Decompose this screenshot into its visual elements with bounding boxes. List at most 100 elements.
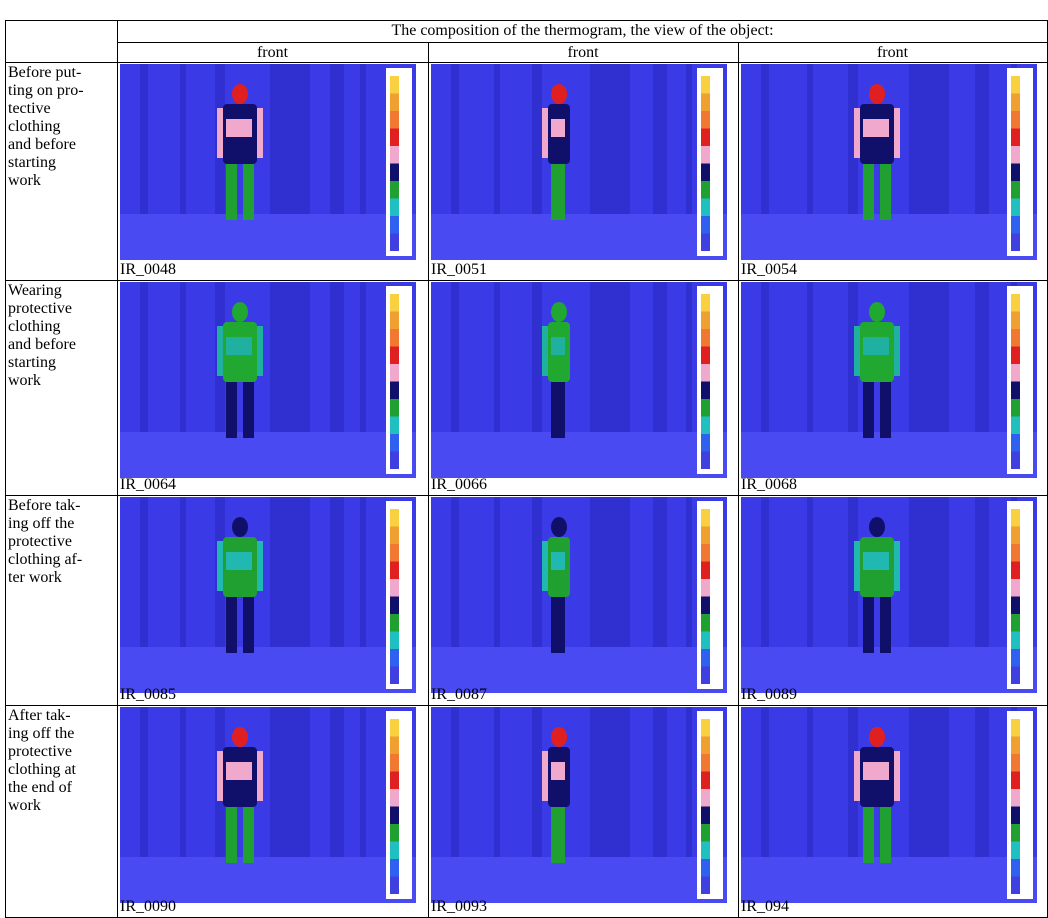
arm <box>894 108 900 158</box>
arm <box>217 108 223 158</box>
scale-swatch <box>1011 561 1020 579</box>
scale-swatch <box>390 649 399 667</box>
thermogram <box>120 497 416 693</box>
scale-swatch <box>1011 198 1020 216</box>
streak <box>270 707 310 857</box>
scale-swatch <box>701 111 710 129</box>
scale-swatch <box>390 399 399 417</box>
streak <box>451 707 459 857</box>
head <box>232 517 248 537</box>
border <box>117 42 1048 43</box>
floor <box>120 214 416 260</box>
row-label-line: and before <box>8 336 76 353</box>
row-label-line: clothing af- <box>8 551 83 568</box>
streak <box>270 64 310 214</box>
scale-swatch <box>701 789 710 807</box>
scale-swatch <box>390 163 399 181</box>
scale-swatch <box>390 198 399 216</box>
scale-swatch <box>1011 451 1020 469</box>
streak <box>270 282 310 432</box>
torso-patch <box>551 119 565 137</box>
leg <box>243 164 254 220</box>
streak <box>590 282 630 432</box>
head <box>551 517 567 537</box>
scale-swatch <box>390 719 399 737</box>
arm <box>542 326 548 376</box>
view-label: front <box>876 44 909 61</box>
streak <box>140 282 148 432</box>
scale-swatch <box>1011 233 1020 251</box>
row-label-line: tective <box>8 100 51 117</box>
border <box>5 20 6 918</box>
torso-patch <box>863 337 889 355</box>
head <box>869 517 885 537</box>
streak <box>761 497 769 647</box>
scale-swatch <box>1011 631 1020 649</box>
streak <box>140 497 148 647</box>
leg <box>243 807 254 863</box>
streak <box>653 707 667 857</box>
scale-swatch <box>390 233 399 251</box>
streak <box>807 497 813 647</box>
streak <box>686 64 692 214</box>
arm <box>257 541 263 591</box>
thermogram <box>120 282 416 478</box>
arm <box>217 751 223 801</box>
streak <box>451 64 459 214</box>
scale-swatch <box>1011 181 1020 199</box>
scale-swatch <box>1011 216 1020 234</box>
leg <box>226 807 237 863</box>
scale-swatch <box>390 364 399 382</box>
thermogram <box>431 64 727 260</box>
row-label-line: Before put- <box>8 64 82 81</box>
head <box>869 727 885 747</box>
streak <box>330 282 344 432</box>
leg <box>226 597 237 653</box>
scale-swatch <box>390 128 399 146</box>
scale-swatch <box>1011 771 1020 789</box>
row-label-line: clothing <box>8 318 61 335</box>
torso-patch <box>863 552 889 570</box>
thermogram <box>431 497 727 693</box>
row-label-line: work <box>8 372 41 389</box>
scale-swatch <box>701 806 710 824</box>
scale-swatch <box>1011 128 1020 146</box>
streak <box>653 497 667 647</box>
thermogram <box>120 707 416 903</box>
arm <box>257 751 263 801</box>
torso-patch <box>551 337 565 355</box>
floor <box>431 647 727 693</box>
scale-swatch <box>390 294 399 312</box>
streak <box>360 64 366 214</box>
scale-swatch <box>390 859 399 877</box>
streak <box>848 64 858 214</box>
torso-patch <box>226 552 252 570</box>
scale-swatch <box>1011 93 1020 111</box>
torso-patch <box>226 119 252 137</box>
border <box>117 20 118 918</box>
arm <box>257 326 263 376</box>
row-label-line: Before tak- <box>8 497 81 514</box>
scale-swatch <box>701 666 710 684</box>
streak <box>653 282 667 432</box>
torso-patch <box>226 337 252 355</box>
leg <box>863 597 874 653</box>
image-id: IR_0048 <box>120 261 176 278</box>
row-label-line: ter work <box>8 569 62 586</box>
scale-swatch <box>390 876 399 894</box>
streak <box>590 707 630 857</box>
scale-swatch <box>701 346 710 364</box>
arm <box>894 326 900 376</box>
streak <box>807 707 813 857</box>
streak <box>360 282 366 432</box>
scale-swatch <box>390 596 399 614</box>
scale-swatch <box>701 526 710 544</box>
streak <box>975 282 989 432</box>
scale-swatch <box>1011 146 1020 164</box>
scale-swatch <box>1011 163 1020 181</box>
row-label-line: clothing at <box>8 761 76 778</box>
scale-swatch <box>701 561 710 579</box>
leg <box>226 164 237 220</box>
scale-swatch <box>390 561 399 579</box>
scale-swatch <box>390 93 399 111</box>
